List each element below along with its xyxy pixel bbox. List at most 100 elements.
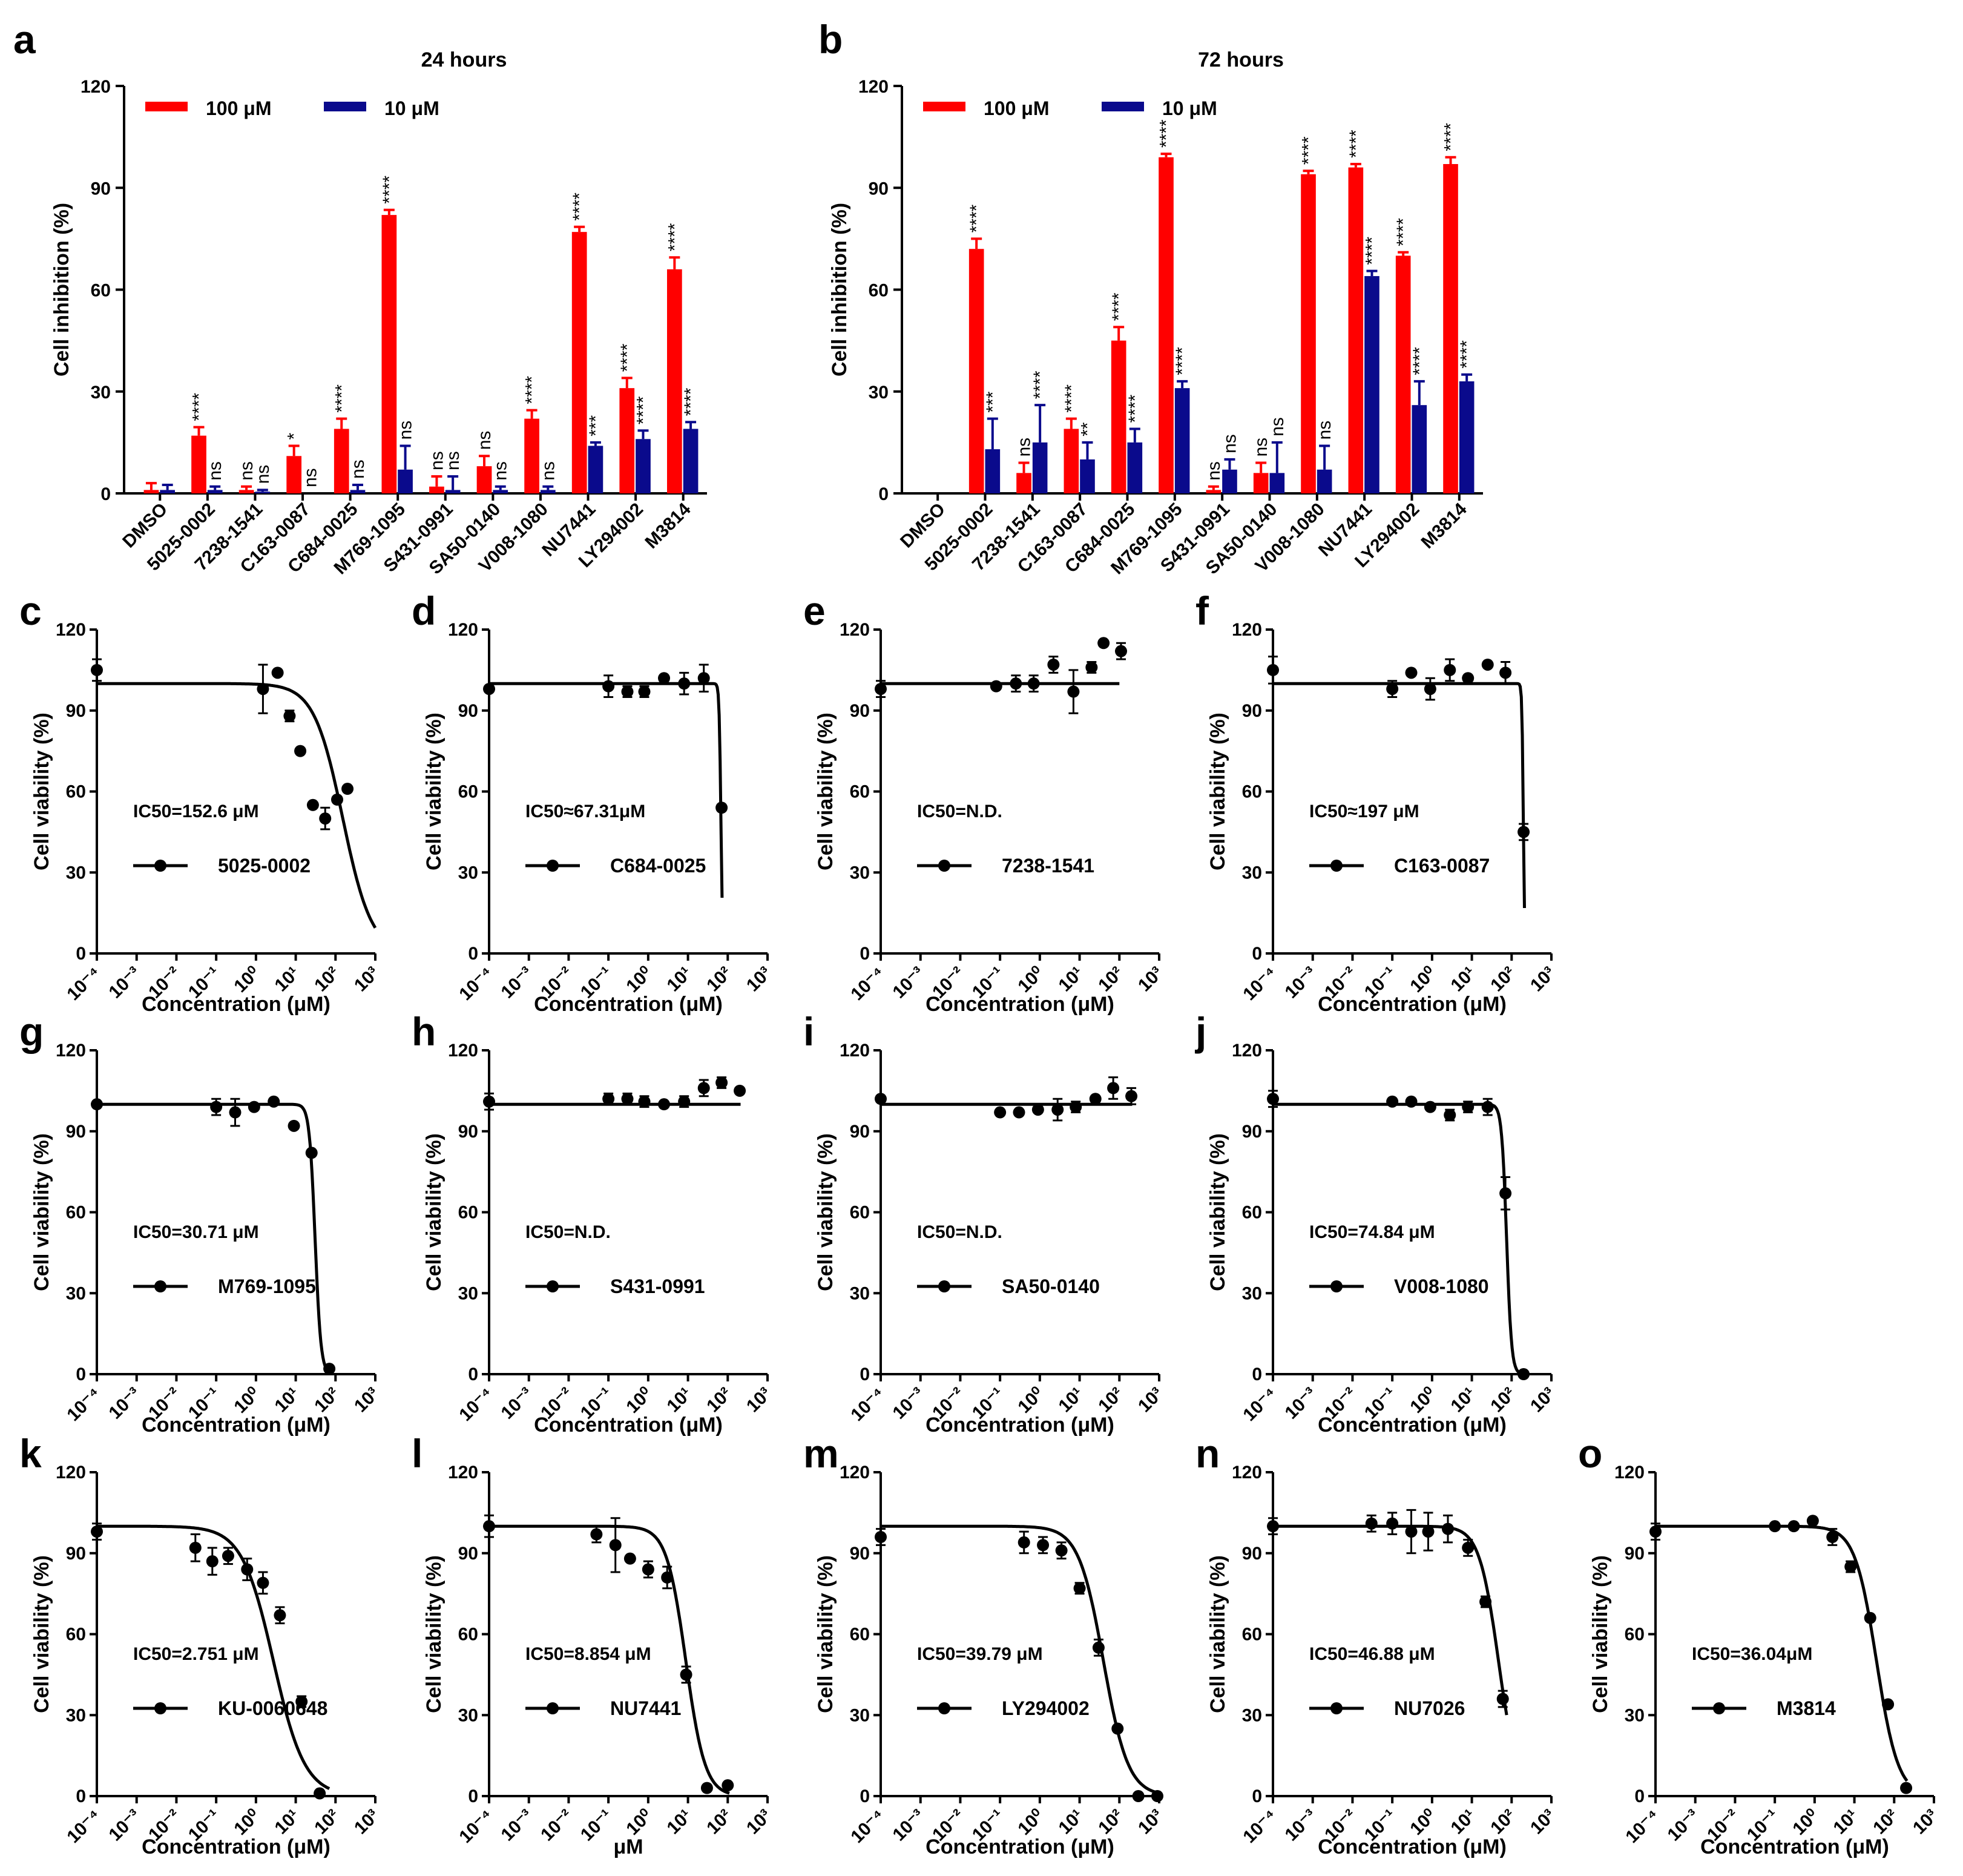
legend-swatch bbox=[324, 102, 366, 111]
x-tick-label: 10¹ bbox=[1447, 1806, 1480, 1838]
x-tick-label: 10¹ bbox=[663, 1806, 696, 1838]
x-tick-label: 10⁻³ bbox=[889, 1806, 928, 1845]
y-tick-label: 120 bbox=[448, 1041, 478, 1061]
significance-label: **** bbox=[1410, 347, 1430, 375]
bar bbox=[191, 435, 206, 493]
panel-label: e bbox=[803, 588, 826, 633]
data-point bbox=[483, 1095, 495, 1108]
x-axis-title: Concentration (μM) bbox=[1700, 1835, 1889, 1858]
ic50-label: IC50=36.04μM bbox=[1692, 1644, 1812, 1664]
y-tick-label: 30 bbox=[66, 1705, 86, 1725]
ic50-label: IC50=2.751 μM bbox=[133, 1644, 259, 1664]
significance-label: **** bbox=[967, 204, 987, 232]
significance-label: **** bbox=[1125, 394, 1145, 423]
data-point bbox=[678, 1095, 691, 1108]
x-axis-title: Concentration (μM) bbox=[926, 1835, 1114, 1858]
y-axis-title: Cell viability (%) bbox=[1206, 1133, 1229, 1291]
y-tick-label: 120 bbox=[448, 1463, 478, 1483]
bar bbox=[255, 492, 271, 493]
y-tick-label: 60 bbox=[1242, 782, 1262, 802]
data-point bbox=[1067, 685, 1080, 698]
bar bbox=[1127, 442, 1143, 493]
y-tick-label: 0 bbox=[468, 944, 478, 964]
x-tick-label: 10⁻³ bbox=[1281, 1384, 1320, 1423]
legend-label: V008-1080 bbox=[1394, 1275, 1489, 1297]
significance-label: **** bbox=[665, 223, 685, 251]
x-tick-label: 10² bbox=[1487, 963, 1519, 996]
fit-curve bbox=[881, 1524, 1160, 1795]
bar bbox=[571, 232, 587, 493]
data-point bbox=[241, 1563, 254, 1576]
bar bbox=[143, 490, 159, 493]
x-tick-label: 10¹ bbox=[271, 1384, 304, 1417]
bar bbox=[1443, 163, 1458, 493]
data-point bbox=[697, 672, 710, 685]
data-point bbox=[1444, 1109, 1456, 1121]
panel-label: g bbox=[19, 1009, 44, 1054]
significance-label: ns bbox=[348, 459, 368, 479]
y-tick-label: 0 bbox=[100, 484, 111, 504]
bar bbox=[588, 446, 603, 493]
data-point bbox=[1092, 1641, 1105, 1654]
significance-label: ns bbox=[538, 461, 558, 481]
data-point bbox=[1424, 1101, 1436, 1113]
legend-marker bbox=[938, 860, 950, 872]
significance-label: ns bbox=[253, 465, 273, 484]
y-tick-label: 0 bbox=[860, 1786, 870, 1806]
data-point bbox=[715, 1076, 728, 1089]
y-axis-title: Cell inhibition (%) bbox=[828, 203, 851, 377]
data-point bbox=[1882, 1698, 1895, 1711]
x-tick-label: 10⁰ bbox=[1014, 1384, 1047, 1417]
y-tick-label: 90 bbox=[458, 1122, 478, 1142]
data-point bbox=[283, 709, 296, 722]
significance-label: ns bbox=[1268, 417, 1287, 436]
panel-label: o bbox=[1578, 1431, 1602, 1476]
data-point bbox=[1405, 1525, 1418, 1538]
fit-curve bbox=[1273, 1524, 1508, 1716]
y-tick-label: 90 bbox=[91, 179, 111, 199]
y-tick-label: 120 bbox=[56, 1463, 86, 1483]
legend-marker bbox=[547, 1280, 559, 1292]
x-tick-label: 10³ bbox=[1909, 1806, 1942, 1838]
x-tick-label: 10² bbox=[311, 1384, 343, 1417]
x-tick-label: 10³ bbox=[350, 1806, 383, 1838]
data-point bbox=[1070, 1101, 1082, 1113]
x-tick-label: 10³ bbox=[1527, 1806, 1559, 1838]
x-tick-label: 10⁰ bbox=[230, 1384, 263, 1417]
y-axis-title: Cell viability (%) bbox=[1589, 1555, 1612, 1713]
data-point bbox=[1481, 658, 1494, 671]
significance-label: ns bbox=[1251, 438, 1271, 457]
data-point bbox=[621, 1093, 634, 1105]
bar bbox=[238, 490, 254, 493]
significance-label: **** bbox=[380, 176, 400, 204]
data-point bbox=[1115, 645, 1128, 657]
x-tick-label: 10⁻³ bbox=[497, 1806, 536, 1845]
y-axis-title: Cell viability (%) bbox=[423, 1133, 446, 1291]
y-tick-label: 0 bbox=[76, 1786, 86, 1806]
y-tick-label: 120 bbox=[56, 620, 86, 640]
x-tick-label: 10⁻³ bbox=[497, 1384, 536, 1423]
significance-label: ns bbox=[475, 431, 495, 450]
bar bbox=[476, 466, 492, 493]
legend-marker bbox=[1713, 1702, 1725, 1714]
significance-label: *** bbox=[983, 391, 1003, 412]
x-tick-label: 10¹ bbox=[1830, 1806, 1863, 1838]
data-point bbox=[483, 683, 495, 696]
y-tick-label: 60 bbox=[458, 1625, 478, 1645]
y-tick-label: 90 bbox=[66, 701, 86, 721]
y-tick-label: 90 bbox=[850, 1122, 870, 1142]
x-tick-label: 10¹ bbox=[1055, 1384, 1088, 1417]
x-tick-label: 10⁰ bbox=[622, 1384, 656, 1417]
data-point bbox=[91, 1098, 103, 1111]
x-tick-label: 10⁻³ bbox=[1281, 1806, 1320, 1845]
bar bbox=[1364, 276, 1379, 493]
data-point bbox=[1900, 1782, 1913, 1794]
bar bbox=[1222, 469, 1237, 493]
legend-label: S431-0991 bbox=[610, 1275, 705, 1297]
fit-curve bbox=[97, 1524, 330, 1790]
significance-label: **** bbox=[633, 396, 653, 424]
data-point bbox=[268, 1095, 280, 1108]
data-point bbox=[274, 1609, 286, 1622]
